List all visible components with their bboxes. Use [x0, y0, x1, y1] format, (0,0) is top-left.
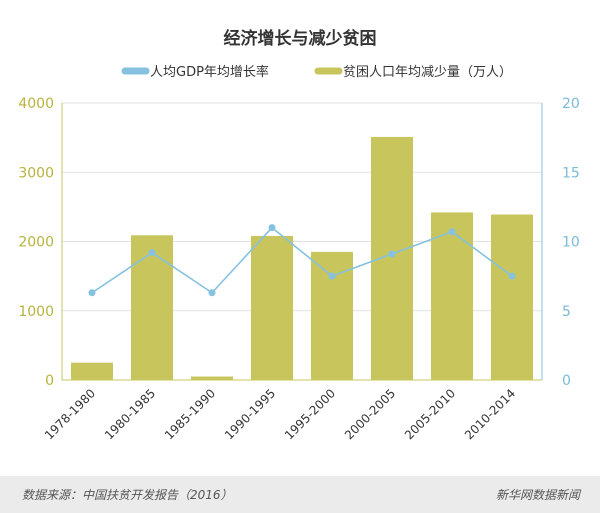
bars [71, 136, 533, 380]
right-tick-label: 10 [562, 235, 580, 251]
gdp-point-1980-1985 [148, 249, 156, 257]
left-tick-label: 1000 [18, 304, 54, 320]
x-tick-label: 2000-2005 [342, 386, 398, 442]
gdp-point-1978-1980 [88, 289, 96, 297]
x-tick-label: 1978-1980 [42, 386, 98, 442]
legend-label-poverty: 贫困人口年均减少量（万人） [343, 64, 512, 80]
bar-1978-1980 [71, 362, 113, 380]
line-series [88, 224, 516, 297]
gdp-growth-line [91, 226, 513, 294]
chart-title: 经济增长与减少贫困 [224, 28, 377, 49]
right-tick-label: 15 [562, 165, 580, 181]
bar-2005-2010 [431, 212, 473, 380]
bar-1985-1990 [191, 376, 233, 380]
footer-bar: 数据来源：中国扶贫开发报告（2016） 新华网数据新闻 [0, 476, 600, 513]
left-tick-label: 4000 [18, 96, 54, 112]
gdp-point-1990-1995 [268, 224, 276, 232]
x-tick-label: 1990-1995 [222, 386, 278, 442]
chart: 经济增长与减少贫困 人均GDP年均增长率 贫困人口年均减少量（万人） 0 1000 2… [18, 28, 580, 442]
footer-brand: 新华网数据新闻 [495, 488, 580, 502]
legend: 人均GDP年均增长率 贫困人口年均减少量（万人） [121, 64, 512, 80]
left-axis: 0 1000 2000 3000 4000 [18, 96, 63, 389]
right-tick-label: 20 [562, 96, 580, 112]
x-tick-label: 1980-1985 [102, 386, 158, 442]
right-tick-label: 0 [562, 373, 571, 389]
right-tick-label: 5 [562, 304, 571, 320]
x-tick-label: 1985-1990 [162, 386, 218, 442]
left-tick-label: 2000 [18, 235, 54, 251]
x-axis: 1978-1980 1980-1985 1985-1990 1990-1995 1995… [42, 379, 542, 442]
bar-1990-1995 [251, 235, 293, 380]
bar-1980-1985 [131, 235, 173, 380]
bar-2000-2005 [371, 136, 413, 380]
gdp-point-1985-1990 [208, 289, 216, 297]
x-tick-label: 1995-2000 [282, 386, 338, 442]
left-tick-label: 0 [45, 373, 54, 389]
footer-source: 数据来源：中国扶贫开发报告（2016） [22, 488, 233, 502]
gdp-point-2000-2005 [388, 250, 396, 258]
x-tick-label: 2005-2010 [402, 386, 458, 442]
left-tick-label: 3000 [18, 165, 54, 181]
gdp-point-1995-2000 [328, 272, 336, 280]
right-axis: 0 5 10 15 20 [541, 96, 580, 389]
legend-label-gdp: 人均GDP年均增长率 [150, 64, 269, 80]
bar-2010-2014 [491, 214, 533, 380]
gdp-point-2010-2014 [508, 272, 516, 280]
gdp-point-2005-2010 [448, 228, 456, 236]
x-tick-label: 2010-2014 [462, 386, 518, 442]
